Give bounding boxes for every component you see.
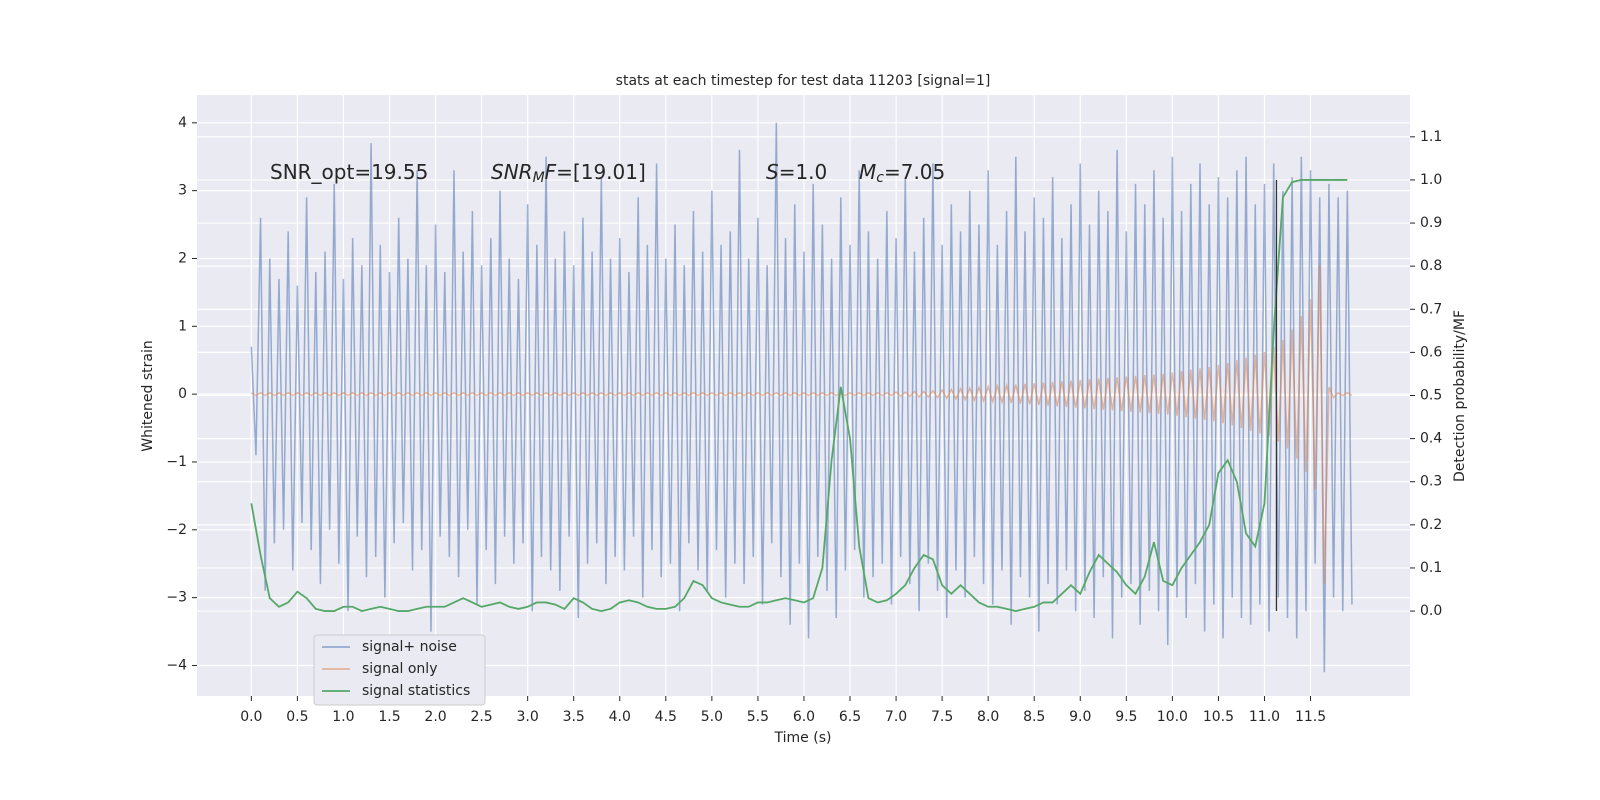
y2-axis-label: Detection probability/MF: [1452, 310, 1468, 482]
y2-tick-label: 1.1: [1420, 129, 1442, 145]
annotation-part: S: [766, 160, 779, 184]
series-line: [250, 265, 1353, 585]
annotation-part: =[19.01]: [556, 160, 646, 184]
x-tick-label: 0.0: [240, 709, 262, 725]
x-tick-label: 2.5: [470, 709, 492, 725]
y-tick-label: −1: [166, 454, 187, 470]
y2-tick-label: 0.3: [1420, 474, 1442, 490]
x-tick-label: 11.5: [1295, 709, 1326, 725]
annotation-part: SNR_opt=19.55: [270, 160, 428, 184]
annotation-part: SNR: [491, 160, 533, 184]
x-axis-label: Time (s): [774, 730, 832, 746]
series-line: [250, 179, 1348, 613]
y-tick-label: 2: [178, 250, 187, 266]
x-tick-label: 0.5: [286, 709, 308, 725]
y-tick-label: −3: [166, 590, 187, 606]
annotation-part: M: [533, 170, 545, 186]
x-tick-label: 5.5: [747, 709, 769, 725]
y2-tick-label: 0.2: [1420, 517, 1442, 533]
x-tick-label: 11.0: [1249, 709, 1280, 725]
legend-label: signal+ noise: [362, 639, 457, 655]
x-tick-label: 3.0: [517, 709, 539, 725]
y2-tick-label: 0.1: [1420, 560, 1442, 576]
chart-title: stats at each timestep for test data 112…: [616, 73, 991, 89]
annotation-part: F: [545, 160, 557, 184]
y2-tick-label: 0.8: [1420, 258, 1442, 274]
x-tick-label: 9.5: [1115, 709, 1137, 725]
x-tick-label: 1.0: [332, 709, 354, 725]
y2-tick-label: 0.9: [1420, 215, 1442, 231]
x-tick-label: 6.0: [793, 709, 815, 725]
annotation-part: =7.05: [884, 160, 945, 184]
y2-tick-label: 0.0: [1420, 603, 1442, 619]
y-tick-label: −4: [166, 657, 187, 673]
y2-tick-label: 0.6: [1420, 344, 1442, 360]
x-tick-label: 6.5: [839, 709, 861, 725]
x-tick-label: 8.0: [977, 709, 999, 725]
y-tick-label: 1: [178, 318, 187, 334]
annotation-part: M: [859, 160, 876, 184]
y-tick-label: 3: [178, 183, 187, 199]
x-tick-label: 9.0: [1069, 709, 1091, 725]
legend-label: signal statistics: [362, 683, 470, 699]
y2-tick-label: 0.4: [1420, 431, 1442, 447]
annotation: SNRMF=[19.01]: [491, 160, 646, 187]
x-tick-label: 7.5: [931, 709, 953, 725]
annotation-part: c: [876, 170, 884, 186]
y-tick-label: −2: [166, 522, 187, 538]
x-tick-label: 4.5: [655, 709, 677, 725]
x-tick-label: 8.5: [1023, 709, 1045, 725]
x-tick-label: 2.0: [424, 709, 446, 725]
x-tick-label: 3.5: [563, 709, 585, 725]
annotation-part: =1.0: [779, 160, 828, 184]
y2-tick-label: 1.0: [1420, 172, 1442, 188]
y-tick-label: 0: [178, 386, 187, 402]
annotation: S=1.0: [766, 160, 827, 184]
y-axis-label: Whitened strain: [140, 340, 156, 451]
y-tick-label: 4: [178, 115, 187, 131]
annotation: Mc=7.05: [859, 160, 945, 187]
y2-tick-label: 0.5: [1420, 388, 1442, 404]
annotation: SNR_opt=19.55: [270, 160, 428, 184]
x-tick-label: 5.0: [701, 709, 723, 725]
y2-tick-label: 0.7: [1420, 301, 1442, 317]
x-tick-label: 4.0: [609, 709, 631, 725]
legend-label: signal only: [362, 661, 437, 677]
x-tick-label: 7.0: [885, 709, 907, 725]
x-tick-label: 10.5: [1203, 709, 1234, 725]
x-tick-label: 10.0: [1157, 709, 1188, 725]
x-tick-label: 1.5: [378, 709, 400, 725]
series-line: [250, 122, 1353, 673]
legend-box: [313, 634, 486, 706]
